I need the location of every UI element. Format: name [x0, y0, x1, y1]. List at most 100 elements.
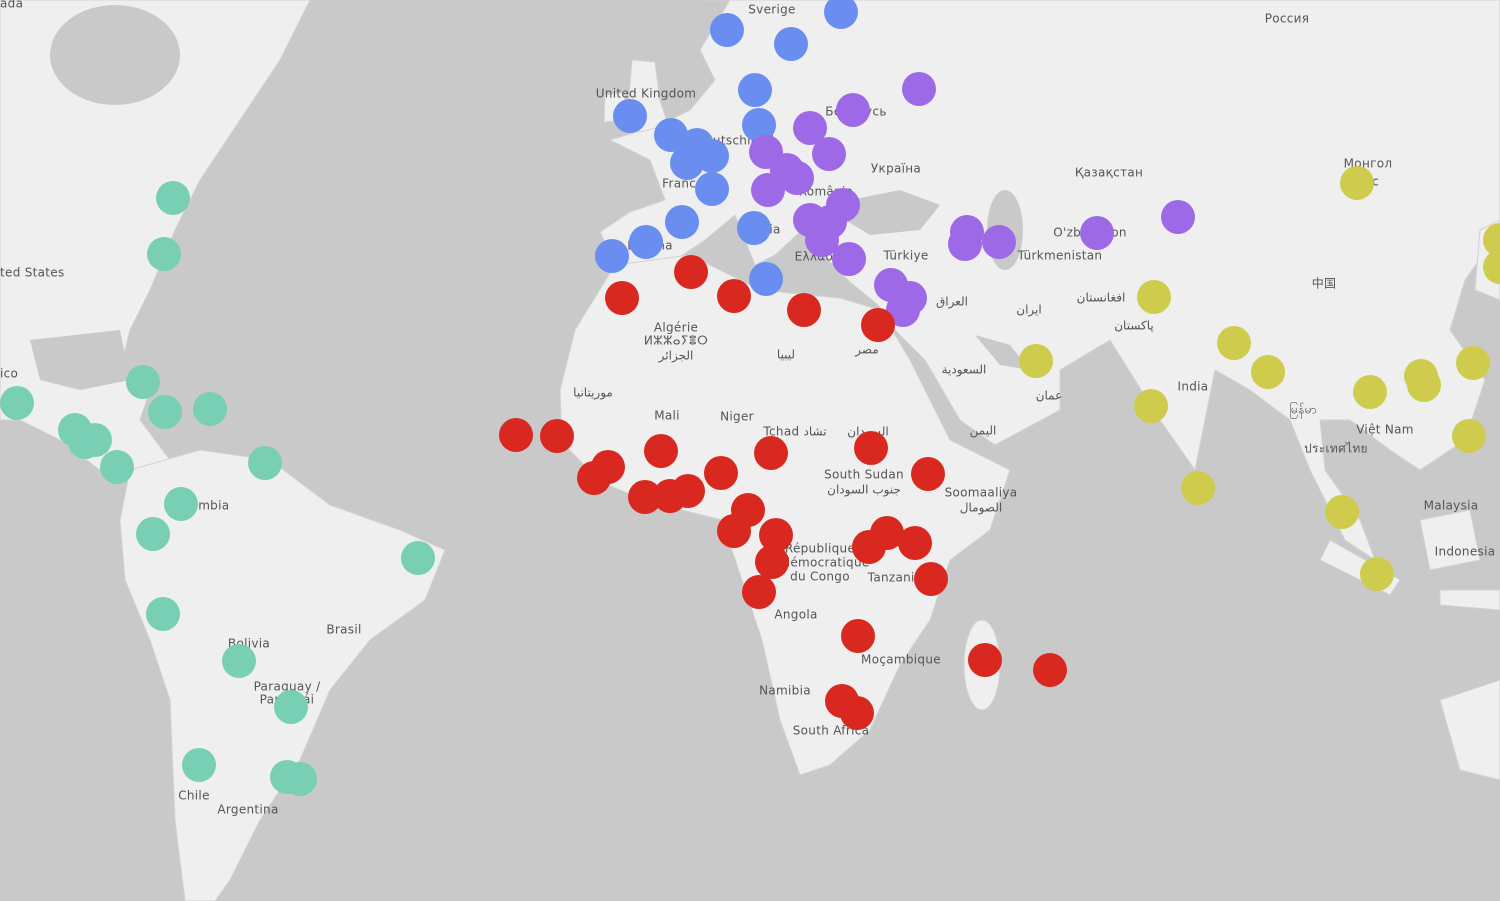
map-marker [886, 293, 920, 327]
map-marker [68, 425, 102, 459]
map-marker [774, 27, 808, 61]
country-label: Türkiye [882, 249, 928, 263]
map-marker [1181, 471, 1215, 505]
country-label: United Kingdom [596, 87, 697, 101]
map-marker [0, 386, 34, 420]
map-marker [841, 619, 875, 653]
map-marker [654, 118, 688, 152]
country-label: démocratique [782, 556, 869, 570]
map-marker [1407, 368, 1441, 402]
map-marker [164, 487, 198, 521]
country-label: ایران [1016, 303, 1041, 318]
australia [1439, 679, 1500, 781]
country-label: Indonesia [1435, 545, 1496, 559]
map-marker [742, 108, 776, 142]
map-marker [644, 434, 678, 468]
country-label: ted States [0, 266, 65, 280]
map-marker [1019, 344, 1053, 378]
country-label: Malaysia [1424, 499, 1479, 513]
country-label: Moçambique [861, 653, 941, 667]
map-marker [824, 0, 858, 29]
map-marker [222, 644, 256, 678]
map-marker [840, 696, 874, 730]
country-label: Mali [654, 409, 680, 423]
map-marker [248, 446, 282, 480]
map-marker [670, 146, 704, 180]
map-marker [613, 99, 647, 133]
country-label: Paraguay / [254, 680, 322, 694]
country-label: الجزائر [658, 349, 694, 364]
country-label: موريتانيا [573, 386, 613, 401]
map-marker [742, 575, 776, 609]
map-marker [674, 255, 708, 289]
map-marker [671, 474, 705, 508]
persian-gulf [975, 335, 1030, 370]
map-marker [1452, 419, 1486, 453]
map-marker [749, 262, 783, 296]
country-label: South Sudan [824, 468, 904, 482]
map-marker [1340, 166, 1374, 200]
country-label: Algérie [654, 321, 698, 335]
country-label: Angola [774, 608, 817, 622]
map-marker [754, 436, 788, 470]
hudson-bay [50, 5, 180, 105]
country-label: پاکستان [1114, 319, 1154, 333]
map-marker [717, 514, 751, 548]
map-marker [193, 392, 227, 426]
country-label: الصومال [960, 501, 1002, 516]
country-label: Sverige [748, 3, 795, 17]
map-marker [861, 308, 895, 342]
country-label: ada [0, 0, 23, 11]
country-label: Niger [720, 410, 754, 424]
map-marker [147, 237, 181, 271]
map-marker [156, 181, 190, 215]
map-marker [1080, 216, 1114, 250]
map-marker [629, 225, 663, 259]
country-label: 中国 [1312, 276, 1337, 291]
country-label: Tchad تشاد [762, 425, 826, 439]
map-marker [738, 73, 772, 107]
map-marker [793, 111, 827, 145]
map-marker [911, 457, 945, 491]
map-marker [710, 13, 744, 47]
map-marker [1325, 495, 1359, 529]
country-label: السعودية [942, 363, 987, 378]
map-marker [126, 365, 160, 399]
map-marker [704, 456, 738, 490]
map-marker [780, 161, 814, 195]
map-marker [1137, 280, 1171, 314]
map-marker [1161, 200, 1195, 234]
map-marker [695, 172, 729, 206]
map-marker [499, 418, 533, 452]
map-marker [401, 541, 435, 575]
map-marker [628, 480, 662, 514]
map-marker [852, 530, 886, 564]
map-marker [948, 227, 982, 261]
country-label: Қазақстан [1075, 166, 1143, 180]
map-marker [665, 205, 699, 239]
black-sea [845, 190, 940, 235]
map-marker [182, 748, 216, 782]
map-marker [1456, 346, 1490, 380]
map-marker [787, 293, 821, 327]
map-marker [146, 597, 180, 631]
country-label: Türkmenistan [1017, 249, 1103, 263]
map-marker [1251, 355, 1285, 389]
country-label: عمان [1036, 389, 1063, 403]
map-marker [755, 545, 789, 579]
map-marker [902, 72, 936, 106]
country-label: မြန်မာ [1289, 401, 1317, 420]
country-label: مصر [854, 343, 878, 358]
country-label: Chile [178, 789, 210, 803]
map-marker [136, 517, 170, 551]
country-label: Argentina [217, 803, 278, 817]
map-marker [1353, 375, 1387, 409]
country-label: ico [0, 367, 18, 381]
map-marker [1483, 223, 1500, 257]
gulf-of-mexico [30, 330, 130, 390]
map-marker [759, 518, 793, 552]
map-marker [751, 173, 785, 207]
country-label: جنوب السودان [827, 483, 901, 498]
